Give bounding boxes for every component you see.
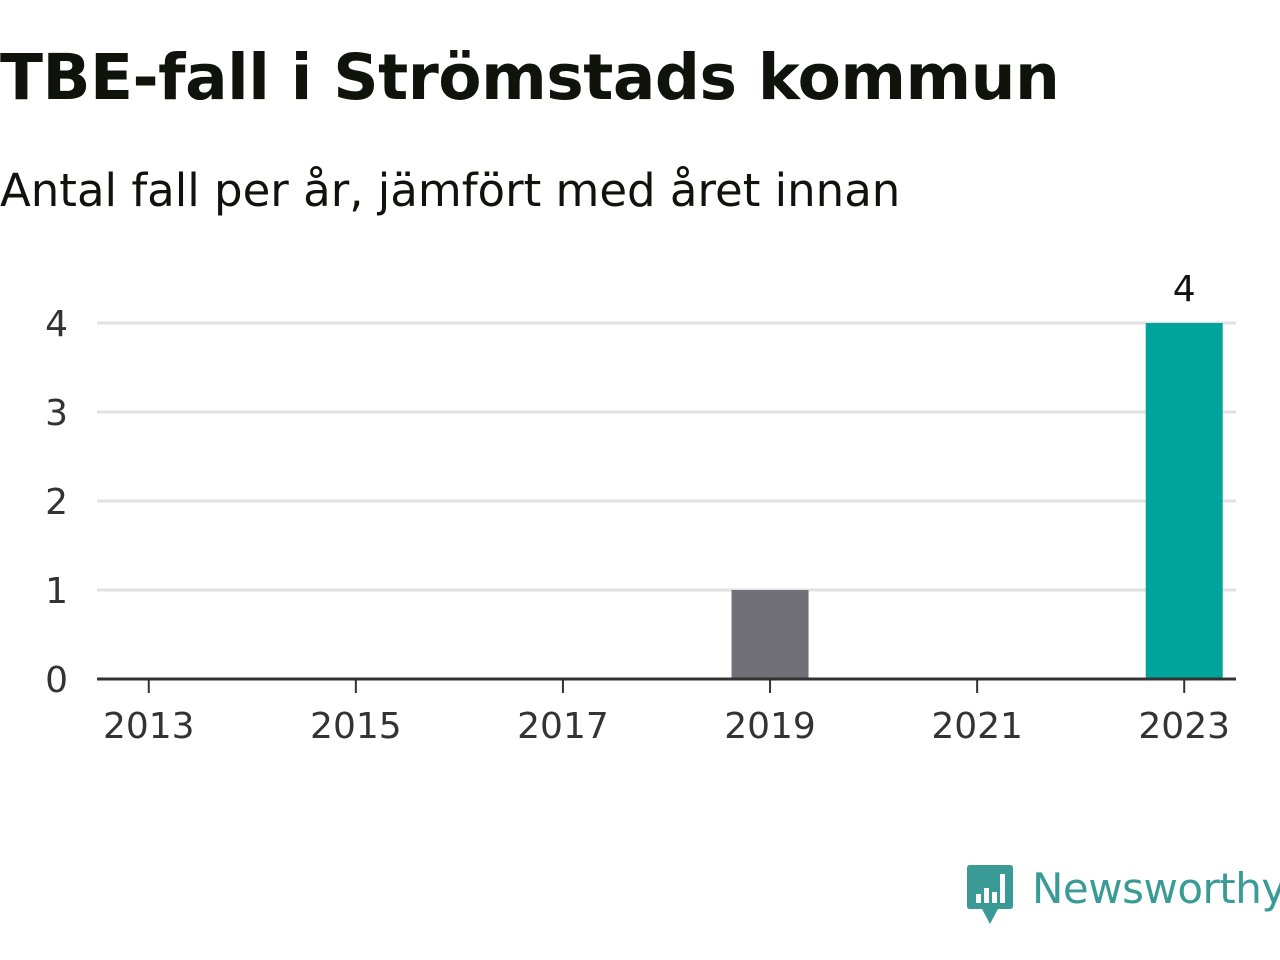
- x-tick-label: 2017: [517, 706, 609, 747]
- data-label: 4: [1173, 269, 1196, 310]
- gridlines: [97, 321, 1236, 592]
- brand-name: Newsworthy: [1032, 864, 1280, 913]
- bar: [1145, 323, 1223, 679]
- bar: [731, 590, 809, 679]
- x-tick-label: 2013: [103, 706, 195, 747]
- bar-chart-speech-bubble-icon: [967, 865, 1013, 924]
- brand: Newsworthy: [964, 862, 1280, 928]
- axes: [97, 677, 1236, 693]
- x-tick-label: 2015: [310, 706, 402, 747]
- y-tick-label: 4: [45, 304, 68, 345]
- labels: 0 1 2 3 4 2013 2015 2017 2019 2021 2023 4: [45, 269, 1230, 747]
- chart-title: TBE-fall i Strömstads kommun: [0, 41, 1060, 114]
- y-tick-label: 0: [45, 660, 68, 701]
- chart-subtitle: Antal fall per år, jämfört med året inna…: [0, 164, 901, 217]
- x-tick-label: 2023: [1138, 706, 1230, 747]
- y-tick-label: 1: [45, 571, 68, 612]
- y-tick-label: 2: [45, 482, 68, 523]
- x-tick-label: 2019: [724, 706, 816, 747]
- y-tick-label: 3: [45, 393, 68, 434]
- x-tick-label: 2021: [931, 706, 1023, 747]
- bars: [731, 323, 1223, 679]
